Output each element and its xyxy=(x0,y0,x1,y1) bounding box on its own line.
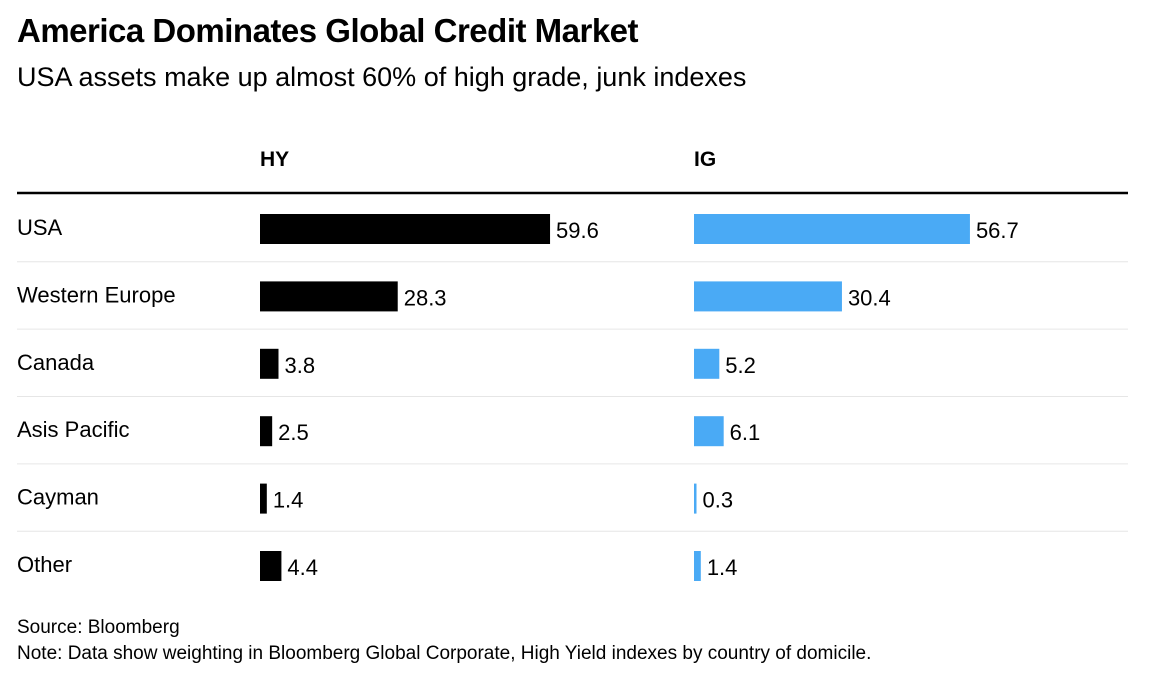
category-label: Cayman xyxy=(17,485,99,510)
value-label-hy: 1.4 xyxy=(273,488,304,513)
value-label-ig: 1.4 xyxy=(707,555,738,580)
bar-ig xyxy=(694,416,724,447)
bar-ig xyxy=(694,214,970,244)
value-label-ig: 56.7 xyxy=(976,218,1019,243)
chart-title: America Dominates Global Credit Market xyxy=(17,12,639,49)
value-label-hy: 28.3 xyxy=(404,285,447,310)
value-label-hy: 3.8 xyxy=(284,353,315,378)
bar-ig xyxy=(694,281,842,312)
chart-subtitle: USA assets make up almost 60% of high gr… xyxy=(17,62,747,92)
data-note: Note: Data show weighting in Bloomberg G… xyxy=(17,643,872,664)
series-header-hy: HY xyxy=(260,148,289,171)
value-label-hy: 2.5 xyxy=(278,420,309,445)
category-label: USA xyxy=(17,215,63,240)
source-note: Source: Bloomberg xyxy=(17,617,180,638)
bar-hy xyxy=(260,551,282,581)
value-label-ig: 0.3 xyxy=(703,488,734,513)
bar-hy xyxy=(260,348,279,379)
bar-ig xyxy=(694,483,697,514)
value-label-hy: 4.4 xyxy=(287,555,318,580)
value-label-ig: 6.1 xyxy=(730,420,761,445)
category-label: Other xyxy=(17,552,72,577)
bar-ig xyxy=(694,348,720,379)
value-label-ig: 30.4 xyxy=(848,285,891,310)
bar-hy xyxy=(260,281,398,312)
series-header-ig: IG xyxy=(694,148,716,171)
category-label: Asis Pacific xyxy=(17,417,129,442)
category-label: Canada xyxy=(17,350,95,375)
value-label-hy: 59.6 xyxy=(556,218,599,243)
bar-hy xyxy=(260,483,267,514)
value-label-ig: 5.2 xyxy=(725,353,756,378)
bar-hy xyxy=(260,214,551,244)
category-label: Western Europe xyxy=(17,282,176,307)
bar-chart: HY IG USA 59.6 56.7 Western Europe 28.3 30.4 Can… xyxy=(17,148,1128,581)
bar-hy xyxy=(260,416,273,447)
bar-ig xyxy=(694,551,701,581)
